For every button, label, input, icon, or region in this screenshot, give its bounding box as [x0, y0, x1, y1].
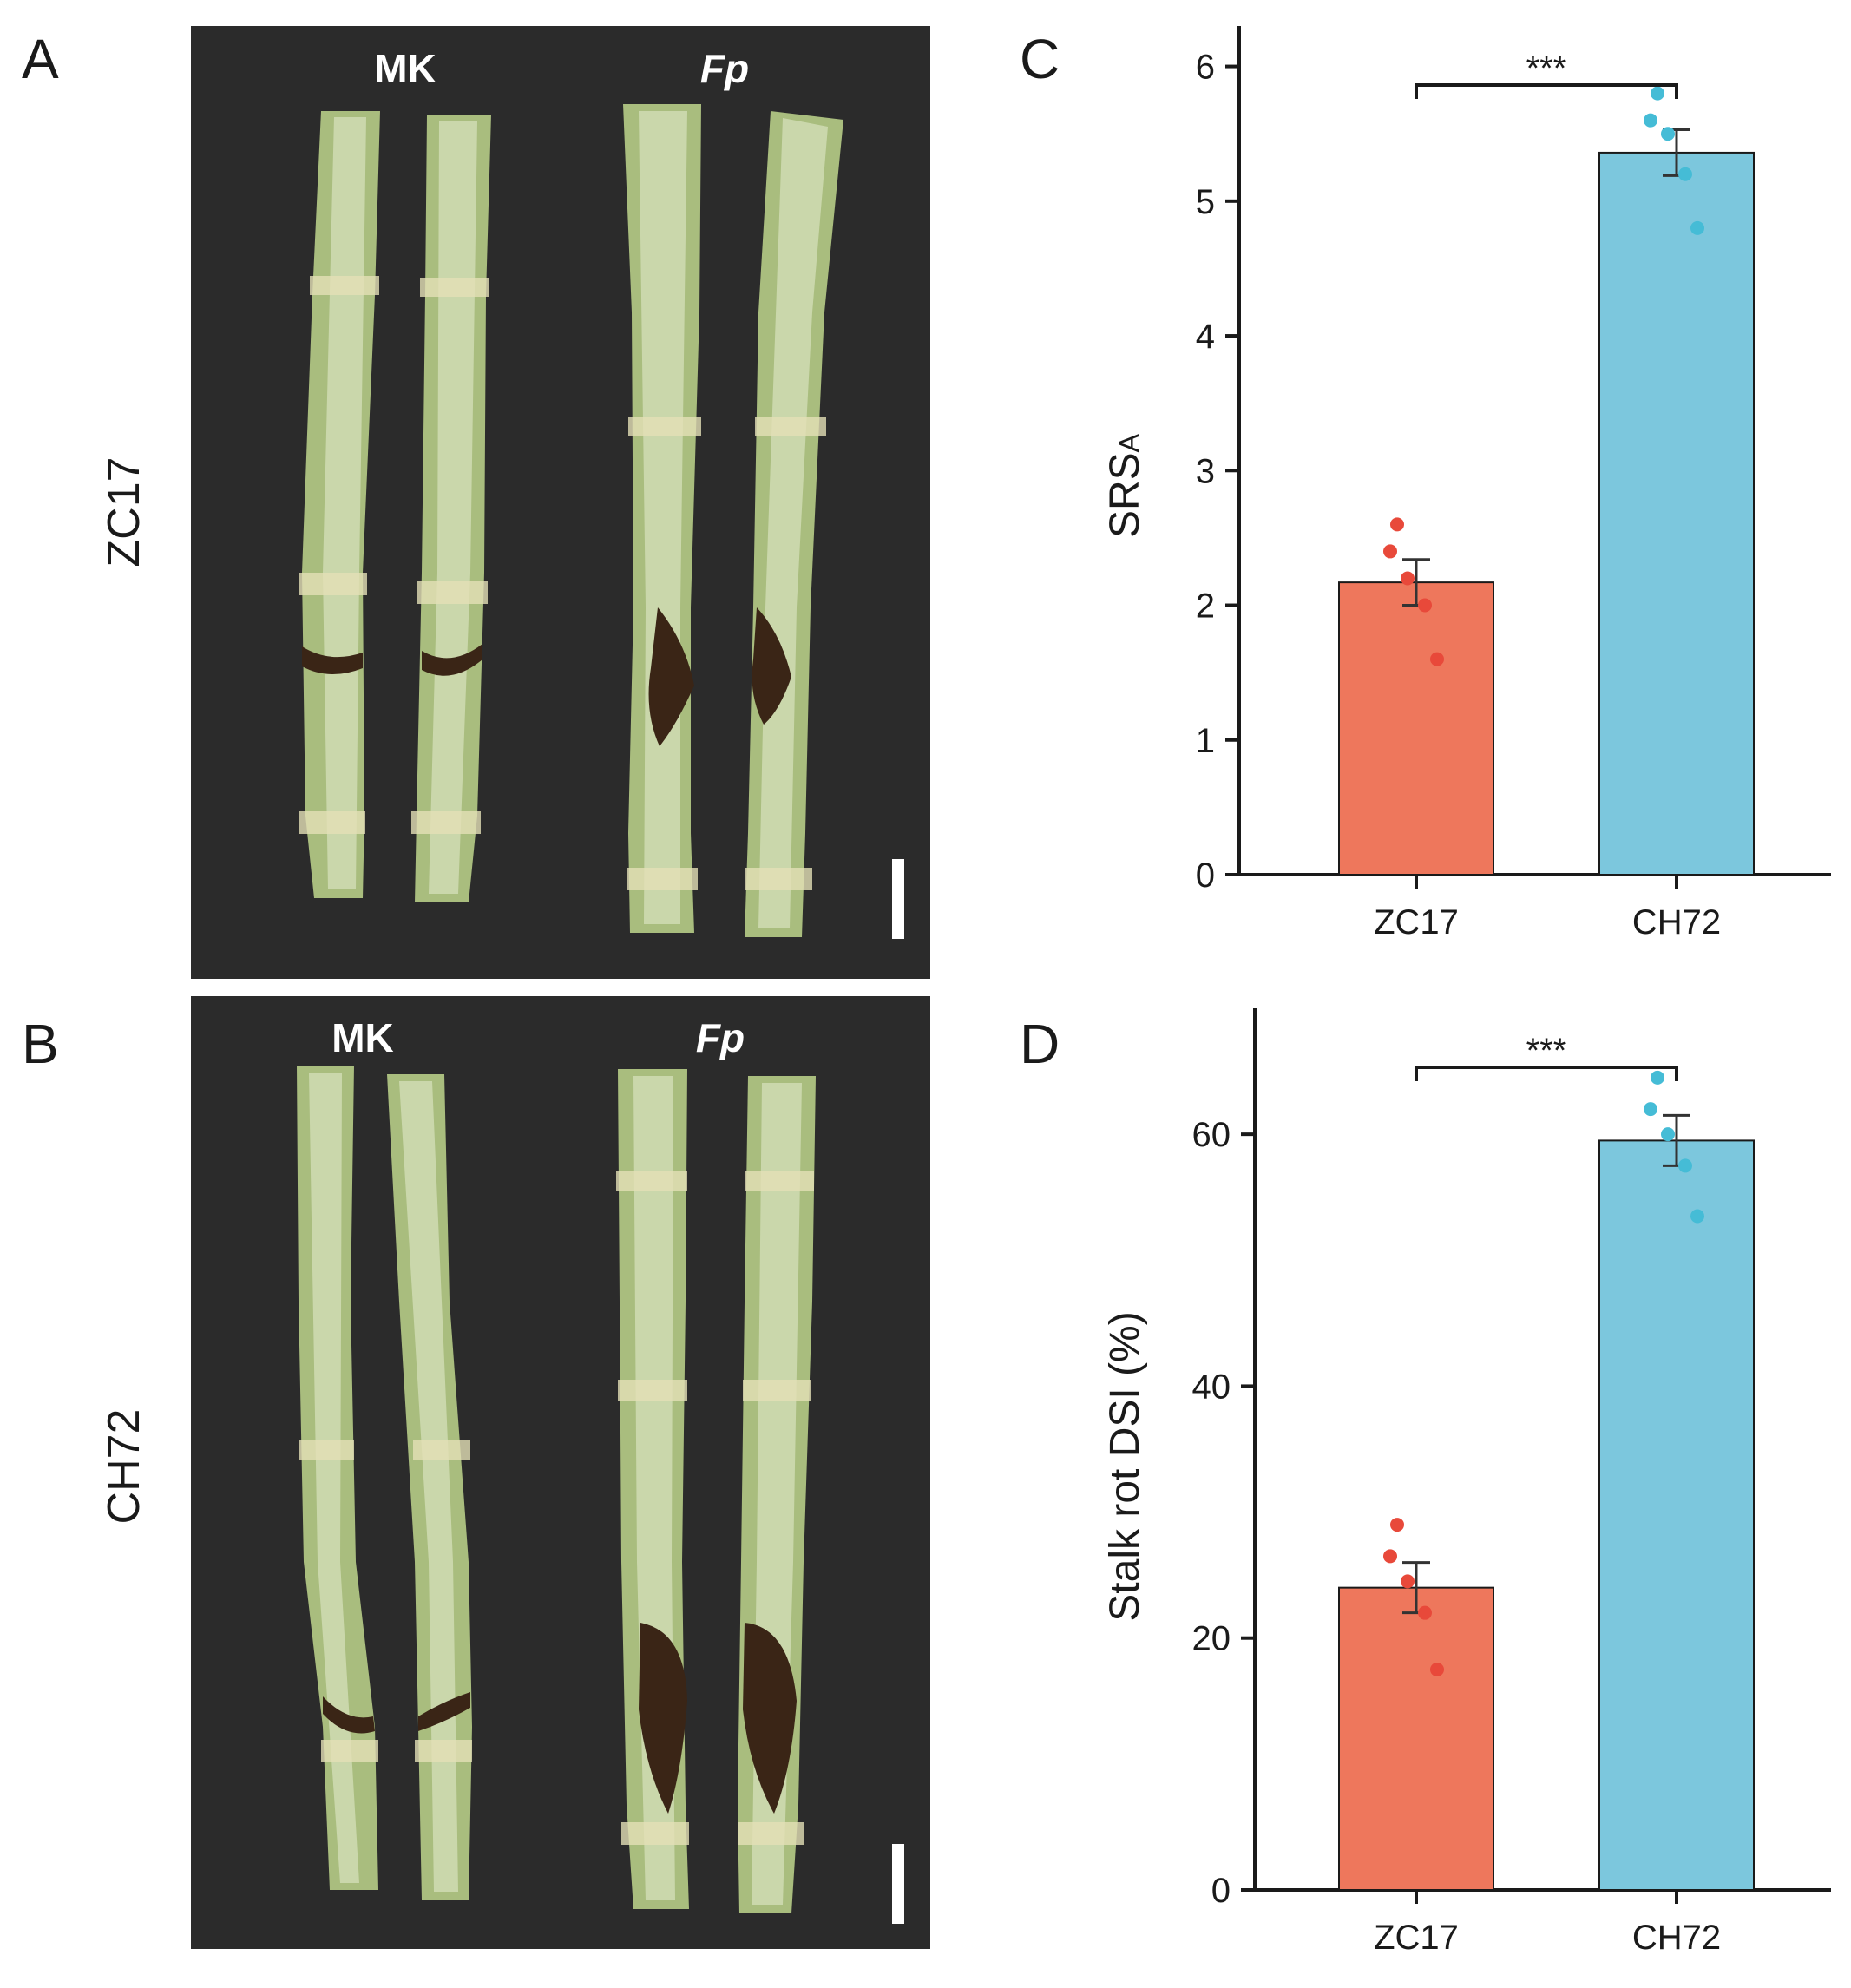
chart-c-point-zc17 — [1390, 517, 1404, 532]
chart-d-point-zc17 — [1383, 1549, 1397, 1564]
chart-c-ytick-label: 4 — [1196, 318, 1215, 356]
chart-c-bar-ch72 — [1598, 151, 1755, 876]
chart-d-significance-bracket — [1415, 1066, 1678, 1081]
stalk-fp-right — [745, 111, 843, 937]
photo-panel-a: MK Fp — [191, 26, 930, 979]
chart-c-ytick-label: 2 — [1196, 587, 1215, 626]
chart-c-ylabel-subscript: A — [1113, 433, 1145, 452]
column-label-mk-b: MK — [331, 1015, 394, 1060]
chart-d-point-ch72 — [1644, 1102, 1657, 1117]
chart-c-significance-label: *** — [1526, 49, 1567, 88]
chart-d-xtick-label-zc17: ZC17 — [1374, 1919, 1459, 1957]
chart-d-ytick-label: 60 — [1192, 1116, 1231, 1154]
chart-d-point-zc17 — [1390, 1518, 1404, 1532]
chart-c-significance-bracket — [1415, 83, 1678, 99]
panel-letter-a: A — [22, 28, 59, 90]
stalk-mk-right — [411, 115, 491, 902]
chart-c-point-zc17 — [1383, 544, 1397, 559]
chart-d-point-zc17 — [1401, 1574, 1415, 1589]
column-label-mk: MK — [374, 46, 436, 91]
chart-d-ytick-label: 0 — [1211, 1872, 1231, 1910]
stalk-mk-left-b — [297, 1066, 378, 1890]
chart-c-point-zc17 — [1401, 571, 1415, 586]
column-label-fp-b: Fp — [696, 1015, 745, 1060]
chart-d-point-ch72 — [1661, 1127, 1675, 1142]
chart-c-point-zc17 — [1430, 652, 1444, 666]
chart-d-point-ch72 — [1690, 1209, 1704, 1224]
chart-c-xtick-label-ch72: CH72 — [1632, 903, 1721, 942]
chart-srs: SRSA 0 1 2 3 4 5 6 ZC17 CH72 *** — [1102, 26, 1831, 942]
panel-letter-c: C — [1020, 28, 1060, 90]
chart-d-xtick-label-ch72: CH72 — [1632, 1919, 1721, 1957]
chart-c-bar-zc17 — [1338, 581, 1494, 876]
chart-c-point-zc17 — [1418, 598, 1432, 613]
chart-c-point-ch72 — [1678, 167, 1692, 181]
row-label-ch72: CH72 — [99, 1409, 149, 1525]
panel-letter-d: D — [1020, 1013, 1060, 1075]
chart-c-ylabel: SRSA — [1102, 433, 1148, 538]
panel-letter-b: B — [22, 1013, 59, 1075]
chart-c-point-ch72 — [1690, 220, 1704, 235]
chart-d-point-ch72 — [1678, 1158, 1692, 1173]
chart-d-ylabel: Stalk rot DSI (%) — [1102, 1311, 1148, 1621]
chart-d-ytick-label: 40 — [1192, 1368, 1231, 1406]
chart-c-point-ch72 — [1651, 86, 1664, 101]
chart-c-xtick-label-zc17: ZC17 — [1374, 903, 1459, 942]
chart-c-ytick-label: 1 — [1196, 722, 1215, 760]
chart-d-ytick-label: 20 — [1192, 1620, 1231, 1658]
chart-dsi: Stalk rot DSI (%) 0 20 40 60 ZC17 CH72 *** — [1102, 1008, 1831, 1957]
stalk-fp-left-b — [616, 1069, 689, 1909]
chart-d-bar-zc17 — [1338, 1586, 1494, 1891]
chart-c-ytick-label: 5 — [1196, 183, 1215, 221]
chart-d-point-zc17 — [1430, 1663, 1444, 1676]
chart-d-bar-ch72 — [1598, 1139, 1755, 1891]
column-label-fp: Fp — [700, 46, 749, 91]
chart-c-ytick-label: 3 — [1196, 452, 1215, 490]
stalk-fp-right-b — [738, 1076, 816, 1913]
stalk-fp-left — [623, 104, 701, 933]
chart-c-point-ch72 — [1661, 127, 1675, 141]
chart-d-significance-label: *** — [1526, 1032, 1567, 1070]
chart-d-point-ch72 — [1651, 1070, 1664, 1085]
scale-bar-b — [892, 1844, 904, 1924]
scale-bar-a — [892, 859, 904, 939]
chart-d-point-zc17 — [1418, 1605, 1432, 1620]
stalk-mk-left — [299, 111, 380, 898]
chart-c-point-ch72 — [1644, 113, 1657, 128]
row-label-zc17: ZC17 — [99, 456, 149, 567]
photo-panel-b: MK Fp — [191, 996, 930, 1949]
chart-c-ytick-label: 6 — [1196, 49, 1215, 87]
chart-c-ytick-label: 0 — [1196, 856, 1215, 895]
stalk-mk-right-b — [387, 1074, 472, 1900]
